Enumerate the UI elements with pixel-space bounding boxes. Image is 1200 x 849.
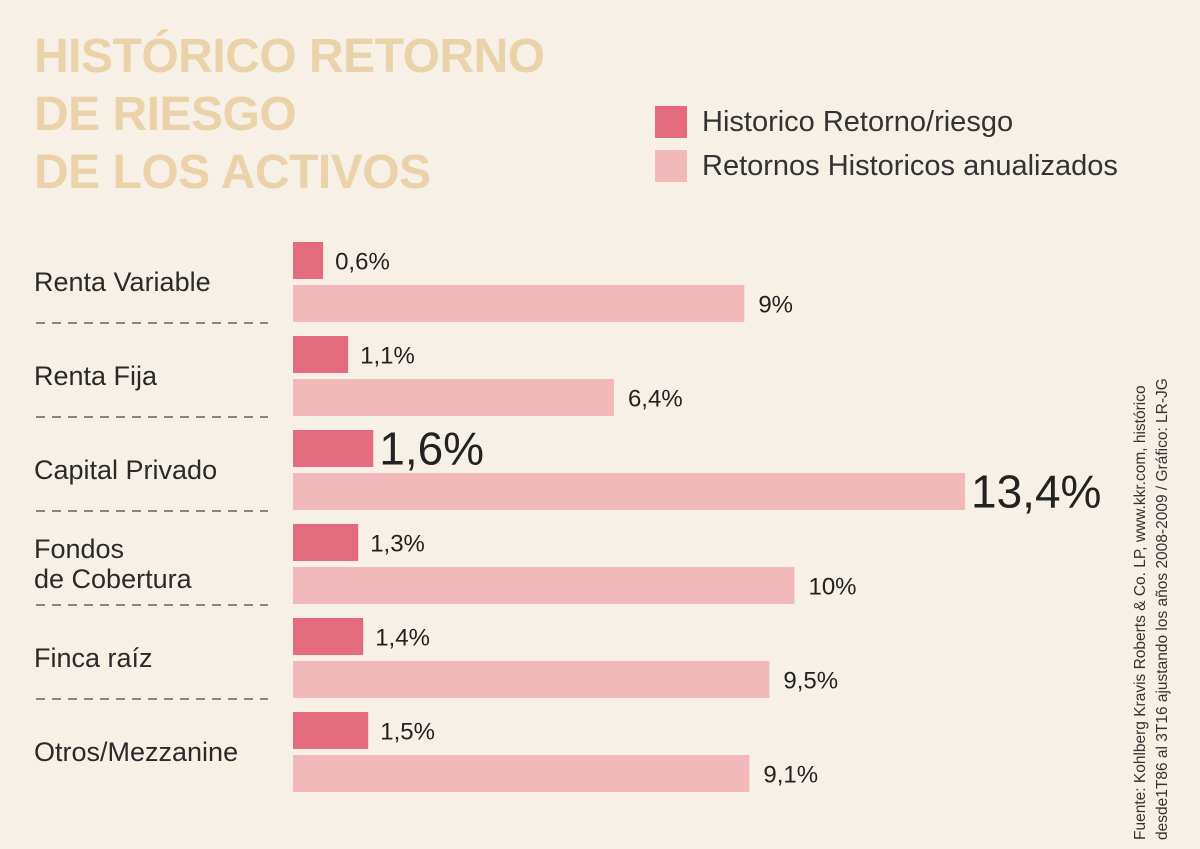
risk-bar-otros-mezzanine [293, 712, 369, 749]
source-line-2: desde1T86 al 3T16 ajustando los años 200… [1154, 378, 1171, 840]
return-value-label-finca-raiz: 9,5% [783, 668, 838, 695]
risk-bar-finca-raiz [293, 618, 364, 655]
risk-value-label-otros-mezzanine: 1,5% [380, 719, 435, 746]
category-label-capital-privado: Capital Privado [34, 455, 217, 485]
chart-title: HISTÓRICO RETORNO DE RIESGO DE LOS ACTIV… [34, 28, 545, 202]
category-label-line: Renta Fija [34, 361, 158, 391]
return-value-label-renta-variable: 9% [758, 292, 793, 319]
legend-label-retorno-riesgo: Historico Retorno/riesgo [702, 105, 1014, 138]
risk-value-label-fondos-de-cobertura: 1,3% [370, 531, 425, 558]
return-bar-finca-raiz [293, 661, 770, 698]
risk-value-label-finca-raiz: 1,4% [375, 625, 430, 652]
category-label-fondos-de-cobertura: Fondos de Cobertura [34, 534, 193, 594]
chart-legend: Historico Retorno/riesgo Retornos Histor… [655, 100, 1118, 188]
return-value-label-capital-privado: 13,4% [971, 466, 1101, 518]
source-line-1: Fuente: Kohlberg Kravis Roberts & Co. LP… [1132, 385, 1149, 840]
risk-bar-renta-variable [293, 242, 324, 279]
legend-swatch-retornos-anualizados [655, 150, 687, 182]
legend-swatch-retorno-riesgo [655, 106, 687, 138]
category-label-line: Fondos [34, 534, 124, 564]
source-note: Fuente: Kohlberg Kravis Roberts & Co. LP… [1130, 240, 1190, 840]
category-label-line: de Cobertura [34, 564, 193, 594]
category-label-line: Renta Variable [34, 267, 211, 297]
chart-title-line-1: HISTÓRICO RETORNO [34, 30, 545, 83]
legend-item-retornos-anualizados: Retornos Historicos anualizados [655, 144, 1118, 188]
risk-value-label-renta-variable: 0,6% [335, 249, 390, 276]
risk-value-label-capital-privado: 1,6% [379, 423, 484, 475]
category-label-renta-fija: Renta Fija [34, 361, 158, 391]
return-value-label-fondos-de-cobertura: 10% [808, 574, 856, 601]
return-bar-renta-fija [293, 379, 614, 416]
category-label-renta-variable: Renta Variable [34, 267, 211, 297]
category-label-line: Capital Privado [34, 455, 217, 485]
category-label-line: Finca raíz [34, 643, 153, 673]
risk-value-label-renta-fija: 1,1% [360, 343, 415, 370]
legend-item-retorno-riesgo: Historico Retorno/riesgo [655, 100, 1118, 144]
return-bar-renta-variable [293, 285, 745, 322]
risk-bar-renta-fija [293, 336, 349, 373]
return-bar-capital-privado [293, 473, 965, 510]
return-value-label-renta-fija: 6,4% [628, 386, 683, 413]
category-label-otros-mezzanine: Otros/Mezzanine [34, 737, 238, 767]
return-bar-fondos-de-cobertura [293, 567, 795, 604]
risk-bar-fondos-de-cobertura [293, 524, 359, 561]
chart-title-line-2: DE RIESGO [34, 88, 297, 141]
chart-title-line-3: DE LOS ACTIVOS [34, 146, 431, 199]
risk-bar-capital-privado [293, 430, 374, 467]
category-label-finca-raiz: Finca raíz [34, 643, 153, 673]
legend-label-retornos-anualizados: Retornos Historicos anualizados [702, 149, 1118, 182]
return-bar-otros-mezzanine [293, 755, 750, 792]
category-label-line: Otros/Mezzanine [34, 737, 238, 767]
return-value-label-otros-mezzanine: 9,1% [763, 762, 818, 789]
